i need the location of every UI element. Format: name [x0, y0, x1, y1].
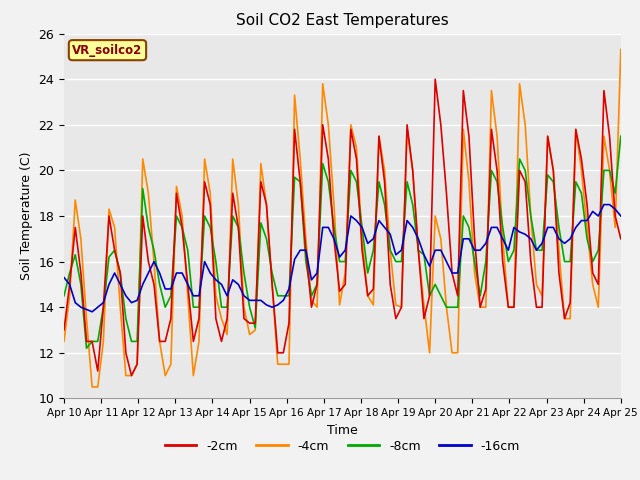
-8cm	[195, 304, 203, 310]
-2cm	[600, 88, 608, 94]
-16cm	[195, 293, 203, 299]
-4cm	[353, 144, 360, 150]
-4cm	[397, 304, 405, 310]
-4cm	[60, 338, 68, 344]
-2cm	[353, 156, 360, 162]
Y-axis label: Soil Temperature (C): Soil Temperature (C)	[20, 152, 33, 280]
-8cm	[353, 179, 360, 185]
Line: -2cm: -2cm	[64, 79, 621, 375]
-8cm	[595, 247, 602, 253]
-2cm	[583, 202, 591, 207]
-16cm	[173, 270, 180, 276]
Legend: -2cm, -4cm, -8cm, -16cm: -2cm, -4cm, -8cm, -16cm	[160, 435, 525, 458]
-16cm	[353, 217, 360, 223]
-2cm	[60, 327, 68, 333]
Line: -16cm: -16cm	[64, 204, 621, 312]
-2cm	[195, 316, 203, 322]
-8cm	[83, 346, 90, 351]
Title: Soil CO2 East Temperatures: Soil CO2 East Temperatures	[236, 13, 449, 28]
Line: -4cm: -4cm	[64, 49, 621, 387]
-4cm	[88, 384, 96, 390]
-8cm	[617, 133, 625, 139]
-16cm	[397, 247, 405, 253]
-2cm	[397, 304, 405, 310]
-4cm	[595, 304, 602, 310]
-2cm	[173, 190, 180, 196]
-4cm	[577, 168, 585, 173]
-2cm	[431, 76, 439, 82]
Text: VR_soilco2: VR_soilco2	[72, 44, 143, 57]
-8cm	[577, 190, 585, 196]
-2cm	[127, 372, 135, 378]
-4cm	[173, 183, 180, 189]
-16cm	[595, 213, 602, 219]
-4cm	[195, 338, 203, 344]
-16cm	[600, 202, 608, 207]
-16cm	[88, 309, 96, 314]
-4cm	[617, 47, 625, 52]
-16cm	[60, 275, 68, 280]
-8cm	[173, 213, 180, 219]
-8cm	[60, 293, 68, 299]
-2cm	[617, 236, 625, 241]
-8cm	[397, 259, 405, 264]
X-axis label: Time: Time	[327, 424, 358, 437]
Line: -8cm: -8cm	[64, 136, 621, 348]
-16cm	[617, 213, 625, 219]
-16cm	[577, 217, 585, 223]
